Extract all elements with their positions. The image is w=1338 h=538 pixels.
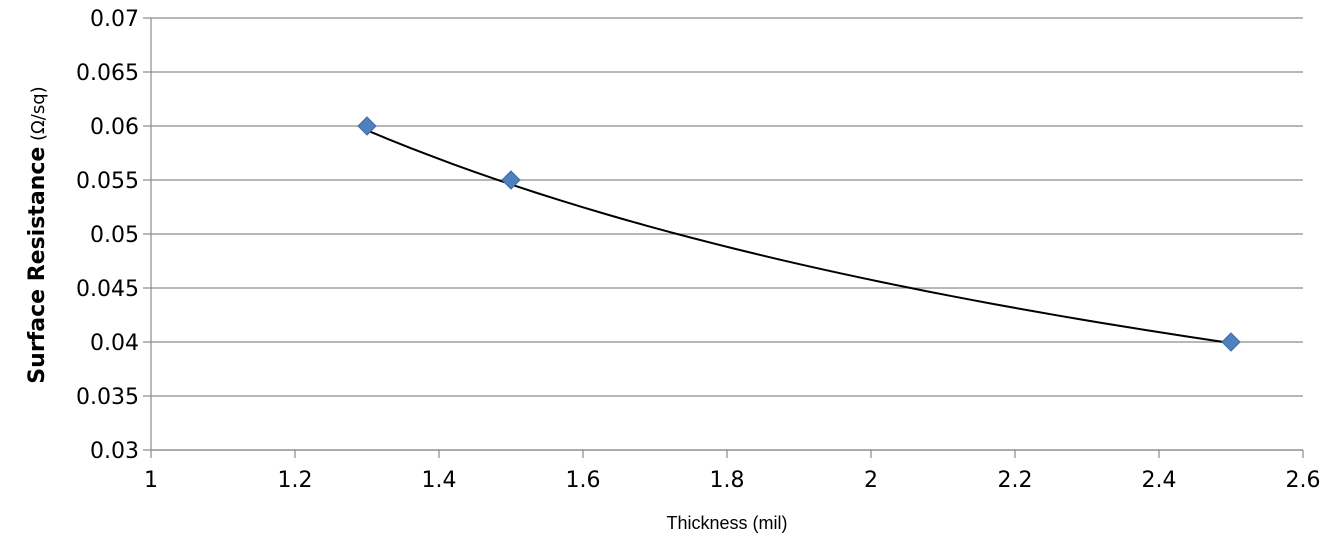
y-tick-label: 0.055 <box>76 169 139 194</box>
x-tick-label: 1.4 <box>422 468 457 493</box>
y-tick-label: 0.045 <box>76 277 139 302</box>
y-axis-label-main: Surface Resistance <box>25 147 50 384</box>
x-tick-labels: 1 1.2 1.4 1.6 1.8 2 2.2 2.4 2.6 <box>144 468 1321 493</box>
x-tick-label: 1 <box>144 468 158 493</box>
data-points <box>357 116 1241 352</box>
y-tick-label: 0.035 <box>76 385 139 410</box>
y-tick-label: 0.07 <box>90 7 139 32</box>
y-axis-label-unit: (Ω/sq) <box>28 86 49 146</box>
y-tick-label: 0.04 <box>90 331 139 356</box>
y-tick-labels: 0.03 0.035 0.04 0.045 0.05 0.055 0.06 0.065 0.07 <box>76 7 139 464</box>
y-tick-label: 0.03 <box>90 439 139 464</box>
axes <box>150 18 1303 451</box>
x-tick-label: 2 <box>864 468 878 493</box>
x-tick-label: 1.2 <box>278 468 313 493</box>
x-tick-label: 2.6 <box>1286 468 1321 493</box>
x-tick-label: 2.4 <box>1142 468 1177 493</box>
x-axis-label: Thickness (mil) <box>666 513 787 533</box>
y-tick-label: 0.065 <box>76 61 139 86</box>
data-point-marker <box>1221 332 1241 352</box>
x-tick-label: 2.2 <box>998 468 1033 493</box>
x-tick-label: 1.6 <box>566 468 601 493</box>
y-tick-label: 0.05 <box>90 223 139 248</box>
gridlines <box>143 17 1304 458</box>
data-point-marker <box>357 116 377 136</box>
data-point-marker <box>501 170 521 190</box>
trendline <box>366 129 1232 345</box>
y-tick-label: 0.06 <box>90 115 139 140</box>
y-axis-label: Surface Resistance (Ω/sq) <box>25 86 50 383</box>
x-tick-label: 1.8 <box>710 468 745 493</box>
